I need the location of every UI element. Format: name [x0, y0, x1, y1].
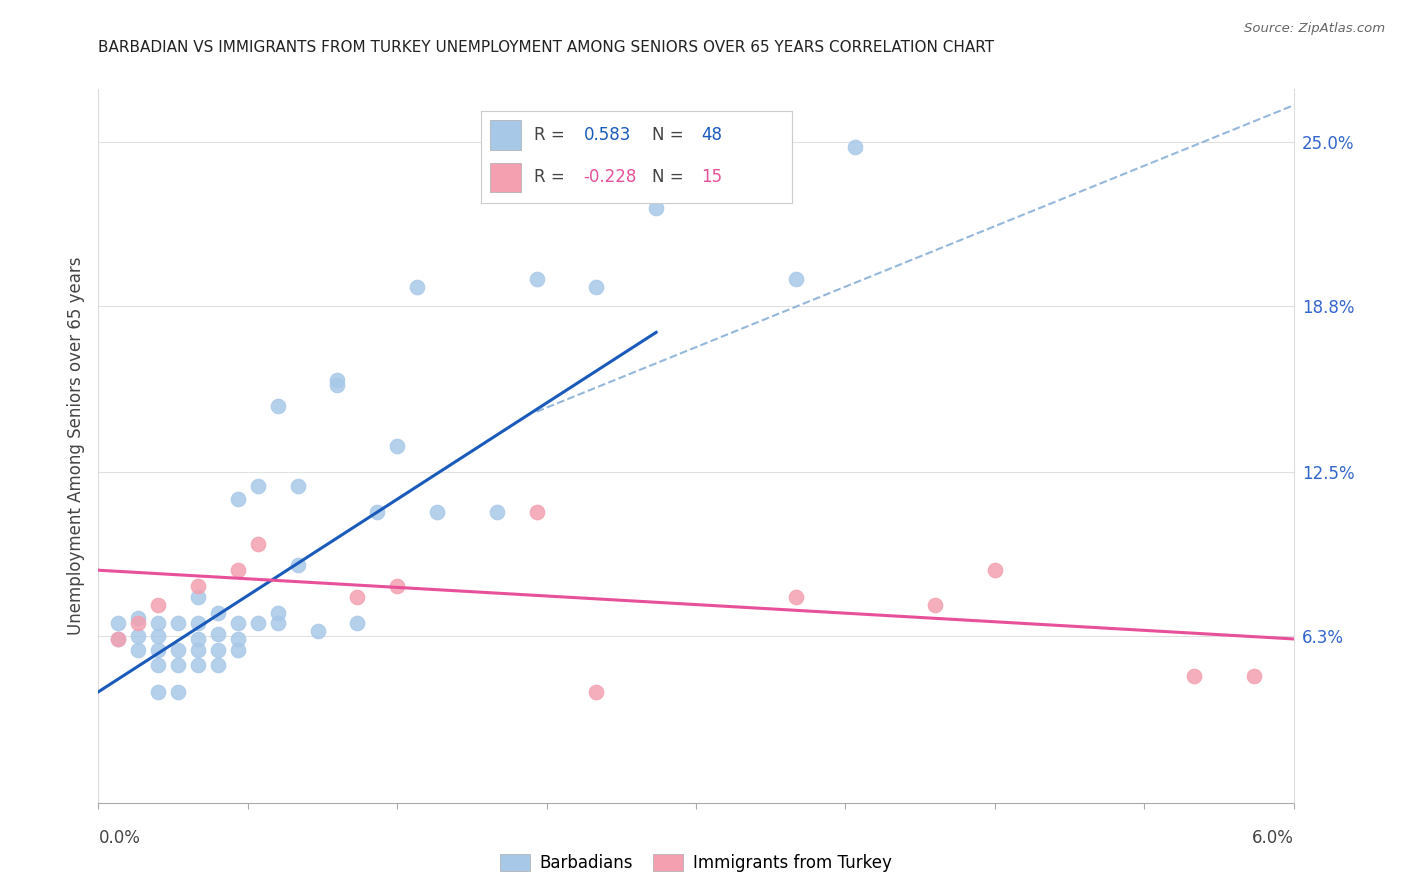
Point: [326, 378, 349, 392]
Point: [107, 632, 129, 646]
Point: [187, 579, 209, 593]
Point: [127, 642, 149, 657]
Point: [127, 629, 149, 643]
Point: [307, 624, 329, 638]
Point: [406, 280, 429, 294]
Point: [267, 606, 290, 620]
Text: 0.0%: 0.0%: [98, 829, 141, 847]
Point: [187, 658, 209, 673]
Point: [526, 505, 548, 519]
Legend: Barbadians, Immigrants from Turkey: Barbadians, Immigrants from Turkey: [492, 846, 900, 880]
Point: [645, 201, 668, 215]
Point: [385, 439, 409, 453]
Point: [785, 590, 807, 604]
Point: [426, 505, 449, 519]
Point: [148, 629, 170, 643]
Point: [187, 632, 209, 646]
Point: [207, 658, 229, 673]
Point: [207, 642, 229, 657]
Point: [167, 658, 190, 673]
Point: [326, 373, 349, 387]
Point: [226, 491, 249, 506]
Point: [246, 537, 269, 551]
Point: [187, 642, 209, 657]
Point: [585, 280, 607, 294]
Point: [385, 579, 409, 593]
Point: [287, 478, 309, 492]
Y-axis label: Unemployment Among Seniors over 65 years: Unemployment Among Seniors over 65 years: [66, 257, 84, 635]
Text: BARBADIAN VS IMMIGRANTS FROM TURKEY UNEMPLOYMENT AMONG SENIORS OVER 65 YEARS COR: BARBADIAN VS IMMIGRANTS FROM TURKEY UNEM…: [98, 40, 994, 55]
Point: [187, 590, 209, 604]
Point: [585, 685, 607, 699]
Point: [187, 616, 209, 631]
Text: Source: ZipAtlas.com: Source: ZipAtlas.com: [1244, 22, 1385, 36]
Point: [346, 590, 368, 604]
Point: [984, 563, 1007, 577]
Point: [526, 272, 548, 286]
Point: [844, 140, 866, 154]
Point: [207, 626, 229, 640]
Point: [148, 598, 170, 612]
Point: [346, 616, 368, 631]
Point: [148, 658, 170, 673]
Point: [1243, 669, 1265, 683]
Point: [485, 505, 508, 519]
Point: [267, 400, 290, 414]
Point: [226, 616, 249, 631]
Text: 6.0%: 6.0%: [1251, 829, 1294, 847]
Point: [148, 685, 170, 699]
Point: [287, 558, 309, 572]
Point: [226, 642, 249, 657]
Point: [226, 632, 249, 646]
Point: [167, 642, 190, 657]
Point: [167, 616, 190, 631]
Point: [267, 616, 290, 631]
Point: [207, 606, 229, 620]
Point: [785, 272, 807, 286]
Point: [1182, 669, 1205, 683]
Point: [127, 611, 149, 625]
Point: [107, 632, 129, 646]
Point: [226, 563, 249, 577]
Point: [924, 598, 946, 612]
Point: [148, 616, 170, 631]
Point: [148, 642, 170, 657]
Point: [246, 616, 269, 631]
Point: [366, 505, 388, 519]
Point: [167, 685, 190, 699]
Point: [246, 478, 269, 492]
Point: [107, 616, 129, 631]
Point: [127, 616, 149, 631]
